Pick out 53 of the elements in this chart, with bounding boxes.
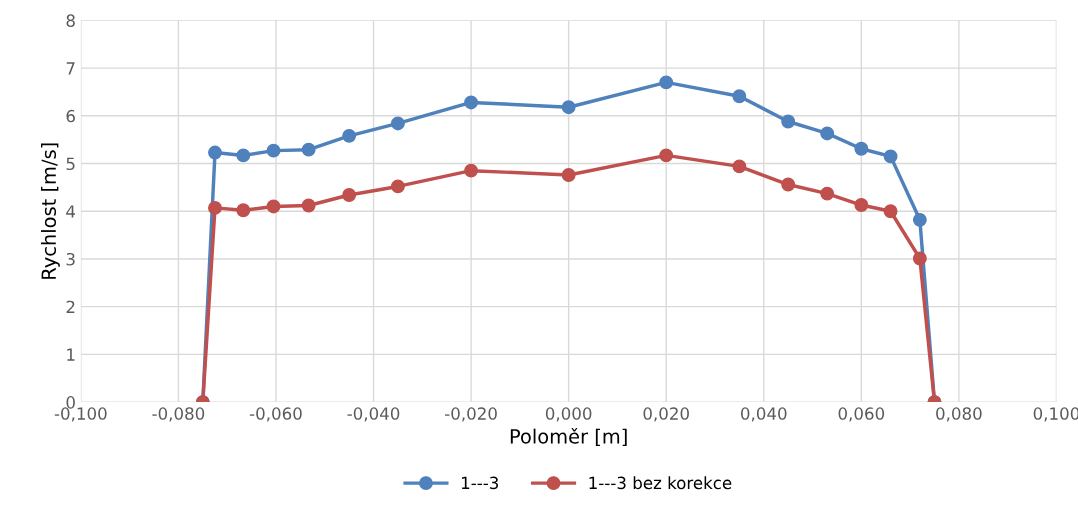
point bbox=[342, 188, 357, 202]
point bbox=[236, 148, 251, 163]
y-tick-label: 3 bbox=[66, 252, 75, 266]
y-axis-title: Rychlost [m/s] bbox=[41, 143, 60, 279]
point bbox=[464, 95, 479, 110]
point bbox=[236, 203, 251, 218]
point bbox=[912, 251, 927, 266]
point bbox=[883, 204, 898, 219]
point bbox=[301, 198, 316, 213]
point bbox=[820, 126, 835, 141]
x-tick-label: 0,020 bbox=[643, 407, 689, 422]
y-tick-label: 5 bbox=[66, 157, 75, 171]
point bbox=[208, 145, 222, 160]
y-tick-label: 4 bbox=[66, 205, 76, 218]
point bbox=[820, 186, 835, 201]
y-tick-label: 2 bbox=[66, 300, 75, 313]
point bbox=[301, 142, 316, 157]
point bbox=[342, 128, 357, 143]
point bbox=[912, 212, 927, 227]
point bbox=[732, 89, 747, 104]
point bbox=[390, 116, 405, 131]
point bbox=[390, 179, 405, 194]
y-tick-label: 7 bbox=[66, 62, 75, 75]
x-tick-label: 0,080 bbox=[936, 407, 982, 422]
y-tick-label: 0 bbox=[66, 396, 75, 409]
x-axis-title: Poloměr [m] bbox=[510, 427, 627, 446]
point bbox=[781, 114, 796, 129]
point bbox=[561, 168, 576, 182]
y-tick-label: 8 bbox=[66, 14, 75, 27]
y-tick-label: 1 bbox=[67, 348, 75, 361]
x-tick-label: -0,040 bbox=[347, 407, 400, 422]
point bbox=[561, 100, 576, 115]
x-tick-label: 0,040 bbox=[741, 407, 787, 422]
x-tick-label: 0,000 bbox=[545, 407, 592, 422]
x-tick-label: -0,020 bbox=[445, 407, 497, 422]
point bbox=[464, 163, 479, 178]
legend-label: 1---3 bbox=[461, 476, 499, 490]
point bbox=[266, 199, 281, 214]
point bbox=[854, 198, 869, 212]
x-tick-label: -0,100 bbox=[54, 407, 107, 422]
y-tick-label: 6 bbox=[66, 109, 75, 123]
point bbox=[266, 143, 281, 158]
point bbox=[732, 159, 747, 174]
x-tick-label: -0,060 bbox=[249, 407, 302, 422]
point bbox=[883, 149, 898, 164]
x-tick-label: 0,060 bbox=[838, 407, 885, 422]
point bbox=[854, 141, 869, 156]
x-tick-label: -0,080 bbox=[152, 407, 205, 422]
legend-label: 1---3 bez korekce bbox=[589, 476, 732, 490]
point bbox=[659, 148, 674, 163]
point bbox=[208, 200, 222, 215]
point bbox=[781, 177, 796, 192]
point bbox=[659, 75, 674, 90]
